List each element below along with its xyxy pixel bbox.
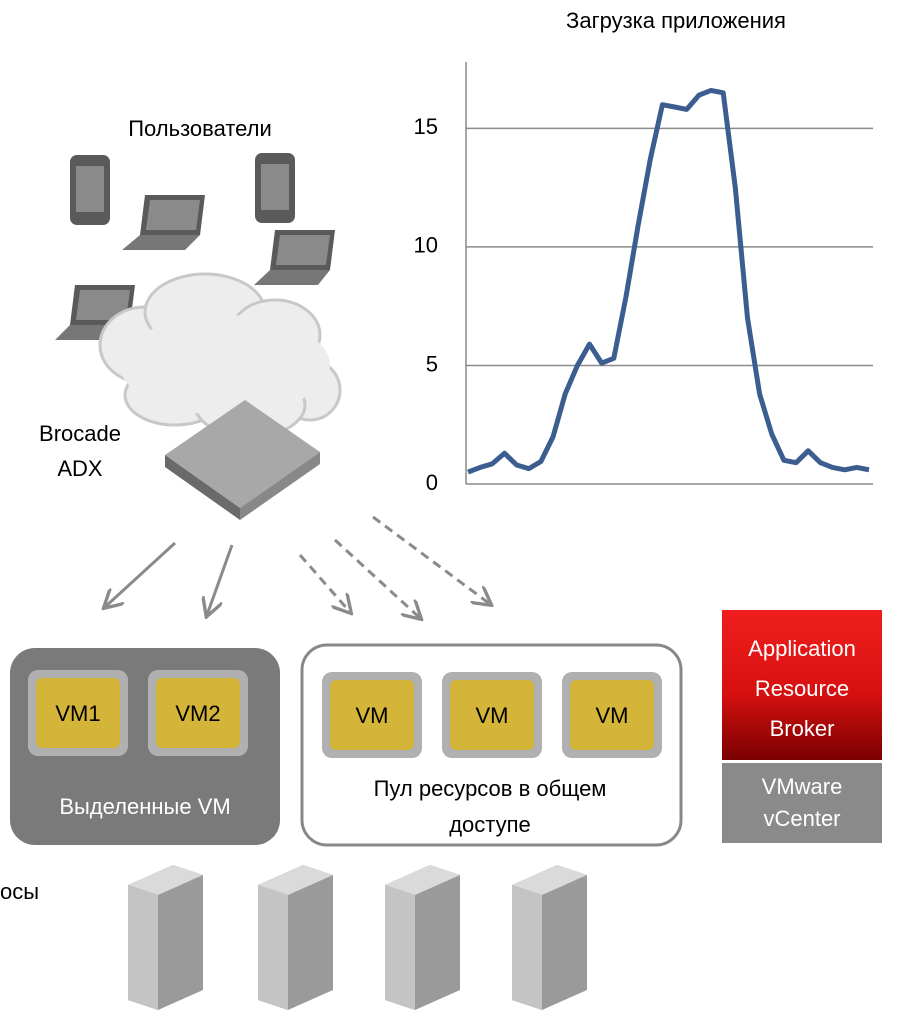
- users-label: Пользователи: [128, 116, 272, 141]
- broker-label: Application: [748, 636, 856, 661]
- broker-label: Broker: [770, 716, 835, 741]
- adx-label: ADX: [57, 456, 103, 481]
- chart-title: Загрузка приложения: [566, 8, 786, 33]
- adx-label: Brocade: [39, 421, 121, 446]
- diagram: Загрузка приложения Пользователи Brocade…: [0, 0, 901, 1022]
- cloud-fill: [120, 315, 330, 415]
- server-side: [128, 885, 158, 1010]
- vm-label: VM2: [175, 701, 220, 726]
- y-tick-label: 10: [414, 233, 438, 258]
- data-line: [468, 90, 869, 472]
- broker-label: Resource: [755, 676, 849, 701]
- shared-label: доступе: [449, 812, 531, 837]
- vm-label: VM: [596, 703, 629, 728]
- server-side: [258, 885, 288, 1010]
- vm-label: VM: [476, 703, 509, 728]
- shared-label: Пул ресурсов в общем: [374, 776, 607, 801]
- vcenter-label: VMware: [762, 774, 843, 799]
- hosts-label: осы: [0, 879, 39, 904]
- y-tick-label: 0: [426, 470, 438, 495]
- arrows: [105, 517, 490, 618]
- page: Загрузка приложения Пользователи Brocade…: [0, 0, 901, 1022]
- vcenter-label: vCenter: [763, 806, 840, 831]
- server-side: [385, 885, 415, 1010]
- server-side: [512, 885, 542, 1010]
- vm-label: VM: [356, 703, 389, 728]
- y-tick-label: 15: [414, 114, 438, 139]
- dedicated-label: Выделенные VM: [59, 794, 230, 819]
- vm-label: VM1: [55, 701, 100, 726]
- y-tick-label: 5: [426, 351, 438, 376]
